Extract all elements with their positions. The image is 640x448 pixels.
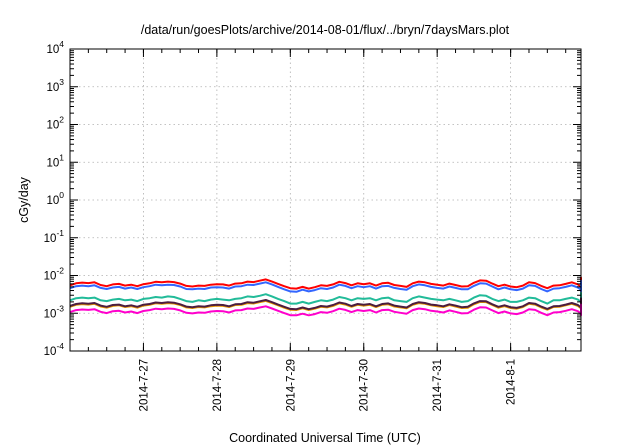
x-axis: 2014-7-27 2014-7-28 2014-7-29 2014-7-30 2014… — [69, 49, 567, 411]
y-tick-label: 101 — [46, 152, 64, 169]
x-axis-label: Coordinated Universal Time (UTC) — [229, 431, 421, 445]
y-tick-label: 10-1 — [44, 228, 65, 245]
series-group — [69, 276, 582, 317]
x-tick-label: 2014-7-29 — [285, 359, 297, 411]
y-tick-label: 10-2 — [44, 266, 65, 283]
y-tick-label: 103 — [46, 77, 64, 94]
y-tick-label: 10-4 — [44, 341, 65, 358]
y-tick-label: 102 — [46, 115, 64, 132]
x-tick-label: 2014-8-1 — [506, 359, 518, 405]
y-axis: 10-4 10-3 10-2 10-1 100 101 102 103 104 — [44, 39, 581, 358]
y-tick-label: 10-3 — [44, 303, 65, 320]
x-tick-label: 2014-7-27 — [138, 359, 150, 411]
x-tick-label: 2014-7-30 — [359, 359, 371, 411]
y-tick-label: 104 — [46, 39, 64, 56]
chart-title: /data/run/goesPlots/archive/2014-08-01/f… — [141, 23, 510, 37]
y-axis-label: cGy/day — [17, 176, 31, 223]
x-tick-label: 2014-7-28 — [212, 359, 224, 411]
x-tick-label: 2014-7-31 — [432, 359, 444, 411]
grid — [70, 49, 581, 351]
y-tick-label: 100 — [46, 190, 64, 207]
